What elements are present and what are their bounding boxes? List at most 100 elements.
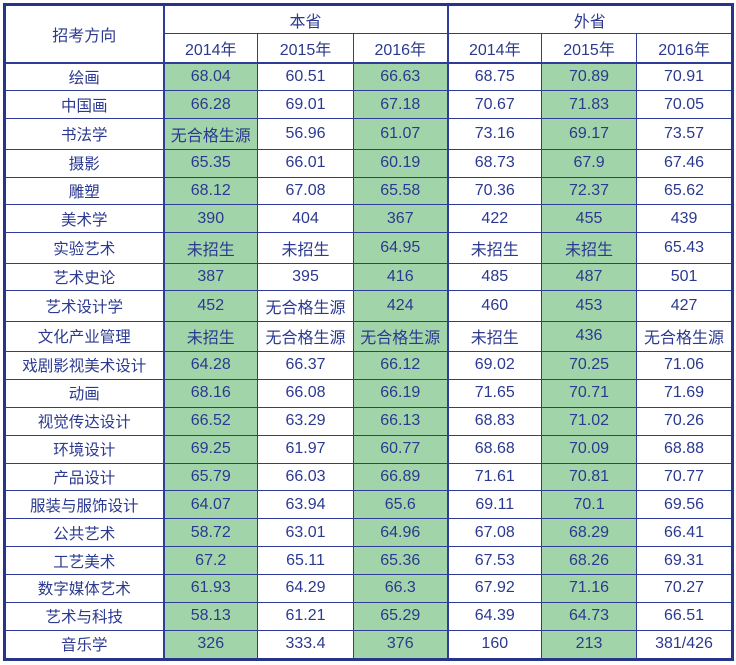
score-cell: 68.75 <box>446 61 543 92</box>
table-row: 数字媒体艺术 61.93 64.29 66.3 67.92 71.16 70.27 <box>4 574 734 603</box>
row-label: 实验艺术 <box>4 232 164 264</box>
score-cell: 160 <box>446 629 543 661</box>
group-header-home-province: 本省 <box>162 4 449 34</box>
table-row: 中国画 66.28 69.01 67.18 70.67 71.83 70.05 <box>4 90 734 120</box>
row-label: 音乐学 <box>4 629 164 661</box>
year-header-row: 2014年 2015年 2016年 2014年 2015年 2016年 <box>5 33 734 64</box>
score-cell: 66.63 <box>352 61 449 92</box>
score-cell: 63.29 <box>257 406 354 436</box>
row-label: 艺术史论 <box>4 262 164 292</box>
score-cell: 66.12 <box>352 351 449 380</box>
row-label: 公共艺术 <box>4 518 164 548</box>
score-cell: 424 <box>352 290 449 322</box>
score-cell: 69.56 <box>636 490 734 520</box>
table-row: 美术学 390 404 367 422 455 439 <box>4 204 734 234</box>
score-cell: 71.65 <box>446 378 543 408</box>
score-cell: 70.27 <box>636 574 734 603</box>
score-cell: 65.11 <box>257 546 354 576</box>
score-cell: 67.53 <box>446 546 543 576</box>
score-cell: 65.58 <box>352 176 449 206</box>
score-cell: 66.89 <box>352 462 449 492</box>
score-cell: 69.01 <box>257 90 354 120</box>
score-cell: 68.83 <box>446 406 543 436</box>
table-row: 雕塑 68.12 67.08 65.58 70.36 72.37 65.62 <box>4 176 734 206</box>
score-cell: 64.28 <box>162 351 258 380</box>
score-cell: 70.05 <box>636 90 734 120</box>
score-cell: 68.26 <box>541 546 638 576</box>
table-row: 艺术史论 387 395 416 485 487 501 <box>4 262 734 292</box>
score-cell: 70.71 <box>541 378 638 408</box>
score-cell: 67.92 <box>446 574 543 603</box>
year-header-other-2014: 2014年 <box>446 33 543 64</box>
score-cell: 67.08 <box>446 518 543 548</box>
score-cell: 71.02 <box>541 406 638 436</box>
score-cell: 65.29 <box>352 601 449 631</box>
score-cell: 70.09 <box>541 434 638 464</box>
score-cell: 68.04 <box>162 61 258 92</box>
year-header-other-2015: 2015年 <box>541 33 638 64</box>
score-cell: 66.52 <box>162 406 258 436</box>
score-cell: 487 <box>541 262 638 292</box>
score-cell: 63.01 <box>257 518 354 548</box>
row-label: 雕塑 <box>4 176 164 206</box>
score-cell: 69.25 <box>162 434 258 464</box>
score-cell: 70.36 <box>446 176 543 206</box>
table-row: 服装与服饰设计 64.07 63.94 65.6 69.11 70.1 69.56 <box>4 490 734 520</box>
table-row: 实验艺术 未招生 未招生 64.95 未招生 未招生 65.43 <box>4 232 734 264</box>
table-row: 工艺美术 67.2 65.11 65.36 67.53 68.26 69.31 <box>4 546 734 576</box>
score-cell: 416 <box>352 262 449 292</box>
score-cell: 65.62 <box>636 176 734 206</box>
score-cell: 64.95 <box>352 232 449 264</box>
row-label: 数字媒体艺术 <box>4 574 164 603</box>
score-cell: 未招生 <box>446 320 543 353</box>
score-cell: 60.77 <box>352 434 449 464</box>
row-label: 视觉传达设计 <box>4 406 164 436</box>
table-row: 动画 68.16 66.08 66.19 71.65 70.71 71.69 <box>4 378 734 408</box>
score-cell: 70.91 <box>636 61 734 92</box>
score-cell: 70.1 <box>541 490 638 520</box>
score-cell: 64.73 <box>541 601 638 631</box>
score-cell: 395 <box>257 262 354 292</box>
score-cell: 67.2 <box>162 546 258 576</box>
score-cell: 64.39 <box>446 601 543 631</box>
score-cell: 73.57 <box>636 118 734 150</box>
group-header-other-province: 外省 <box>446 4 734 34</box>
table-row: 产品设计 65.79 66.03 66.89 71.61 70.81 70.77 <box>4 462 734 492</box>
table-row: 文化产业管理 未招生 无合格生源 无合格生源 未招生 436 无合格生源 <box>4 320 734 353</box>
score-cell: 69.17 <box>541 118 638 150</box>
score-cell: 无合格生源 <box>352 320 449 353</box>
score-cell: 70.81 <box>541 462 638 492</box>
score-cell: 73.16 <box>446 118 543 150</box>
score-cell: 64.07 <box>162 490 258 520</box>
table-row: 音乐学 326 333.4 376 160 213 381/426 <box>4 629 734 661</box>
score-cell: 69.02 <box>446 351 543 380</box>
score-cell: 71.06 <box>636 351 734 380</box>
score-cell: 453 <box>541 290 638 322</box>
score-cell: 387 <box>162 262 258 292</box>
score-cell: 60.19 <box>352 148 449 178</box>
row-label: 环境设计 <box>4 434 164 464</box>
score-cell: 427 <box>636 290 734 322</box>
score-cell: 68.29 <box>541 518 638 548</box>
admission-score-table: 招考方向 本省 外省 2014年 2015年 2016年 2014年 2015年 2016… <box>3 3 735 661</box>
score-cell: 66.08 <box>257 378 354 408</box>
row-label: 文化产业管理 <box>4 320 164 353</box>
row-label: 工艺美术 <box>4 546 164 576</box>
score-cell: 未招生 <box>541 232 638 264</box>
year-header-home-2015: 2015年 <box>257 33 354 64</box>
score-cell: 67.18 <box>352 90 449 120</box>
row-label: 中国画 <box>4 90 164 120</box>
row-label: 艺术设计学 <box>4 290 164 322</box>
table-row: 戏剧影视美术设计 64.28 66.37 66.12 69.02 70.25 71.06 <box>4 351 734 380</box>
score-cell: 326 <box>162 629 258 661</box>
year-header-other-2016: 2016年 <box>636 33 734 64</box>
score-cell: 未招生 <box>446 232 543 264</box>
score-cell: 71.16 <box>541 574 638 603</box>
score-cell: 65.36 <box>352 546 449 576</box>
score-cell: 未招生 <box>162 232 258 264</box>
score-cell: 未招生 <box>162 320 258 353</box>
score-cell: 376 <box>352 629 449 661</box>
score-cell: 67.46 <box>636 148 734 178</box>
score-cell: 56.96 <box>257 118 354 150</box>
score-cell: 66.37 <box>257 351 354 380</box>
